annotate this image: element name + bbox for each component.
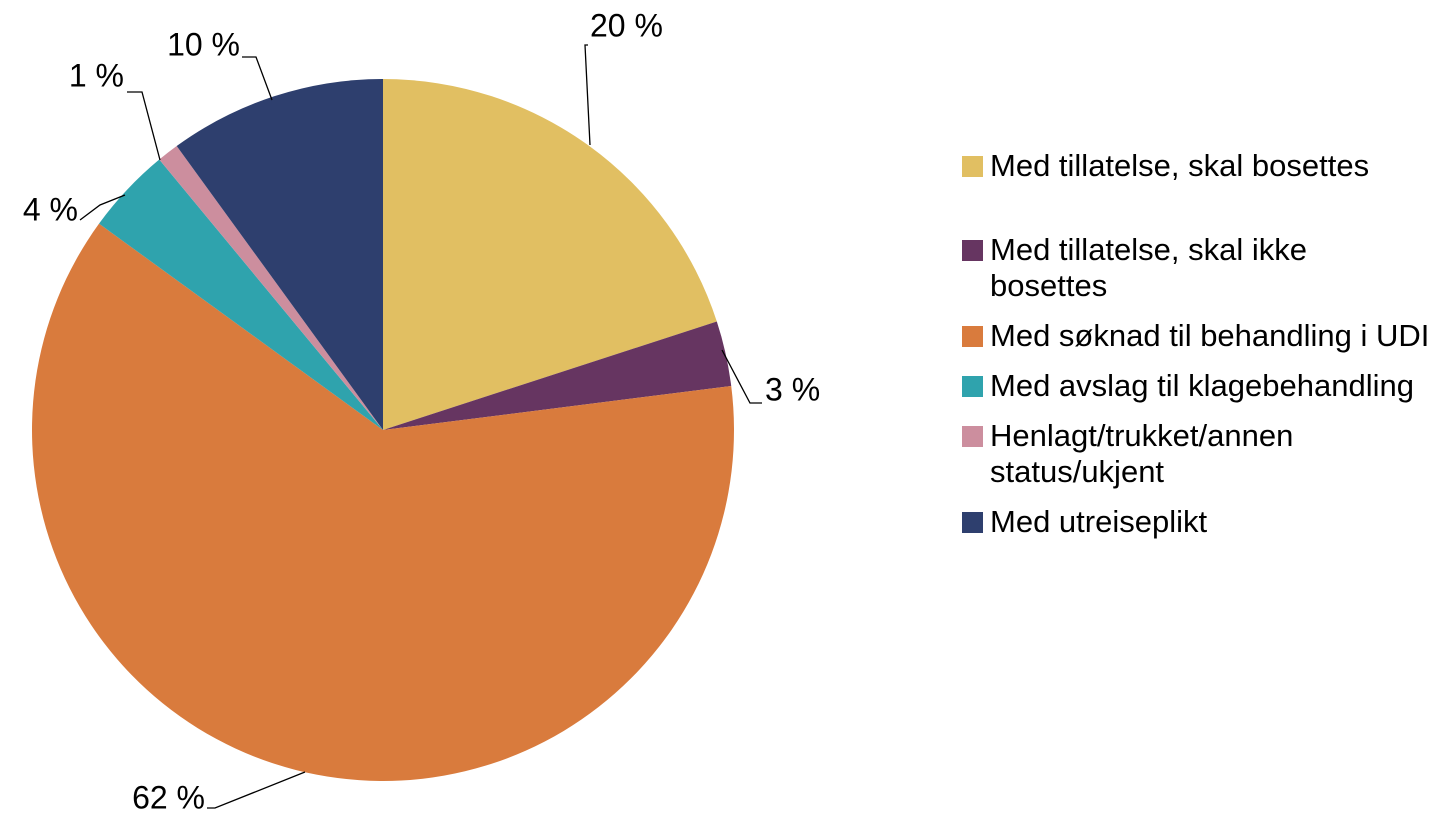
legend-item: Med utreiseplikt — [962, 504, 1442, 540]
leader-line — [79, 194, 126, 221]
leader-line — [584, 44, 591, 146]
pie-area: 20 % 3 % 62 % 4 % 1 % 10 % — [23, 7, 820, 815]
pie-slice — [383, 321, 732, 430]
legend-label: Henlagt/trukket/annen status/ukjent — [990, 418, 1294, 489]
legend-label: Med søknad til behandling i UDI — [990, 318, 1430, 353]
legend-swatch — [962, 326, 983, 347]
legend-item: Med tillatelse, skal ikke bosettes — [962, 232, 1442, 304]
pie-slice — [31, 223, 734, 781]
data-label: 10 % — [167, 26, 240, 62]
legend-label: Med avslag til klagebehandling — [990, 368, 1414, 403]
legend-swatch — [962, 376, 983, 397]
data-label: 3 % — [765, 371, 820, 407]
leader-line — [721, 349, 762, 404]
pie-slice — [383, 79, 717, 430]
legend-label: Med tillatelse, skal bosettes — [990, 148, 1370, 183]
leader-line — [207, 771, 306, 809]
legend-label: Med tillatelse, skal ikke bosettes — [990, 232, 1308, 303]
legend-swatch — [962, 512, 983, 533]
legend-label: Med utreiseplikt — [990, 504, 1208, 539]
legend-swatch — [962, 156, 983, 177]
data-label: 4 % — [23, 191, 78, 227]
pie-slice — [99, 159, 383, 430]
leader-line — [242, 56, 273, 101]
data-label: 62 % — [132, 779, 205, 815]
legend-item: Med avslag til klagebehandling — [962, 368, 1442, 404]
data-label: 20 % — [590, 7, 663, 43]
leader-line — [127, 91, 161, 161]
legend: Med tillatelse, skal bosettes Med tillate… — [962, 148, 1442, 554]
legend-swatch — [962, 426, 983, 447]
pie-slice — [176, 79, 383, 430]
pie-slice — [159, 146, 383, 430]
legend-swatch — [962, 240, 983, 261]
data-label: 1 % — [69, 57, 124, 93]
legend-item: Med søknad til behandling i UDI — [962, 318, 1442, 354]
legend-item: Henlagt/trukket/annen status/ukjent — [962, 418, 1442, 490]
legend-item: Med tillatelse, skal bosettes — [962, 148, 1442, 218]
